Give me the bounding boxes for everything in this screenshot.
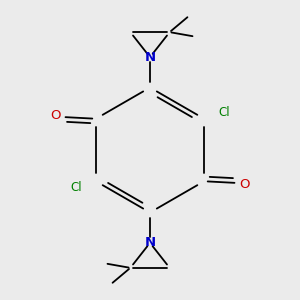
Text: O: O [50,110,61,122]
Text: N: N [144,51,156,64]
Text: O: O [239,178,250,190]
Text: Cl: Cl [218,106,230,119]
Text: Cl: Cl [70,181,82,194]
Text: N: N [144,236,156,249]
